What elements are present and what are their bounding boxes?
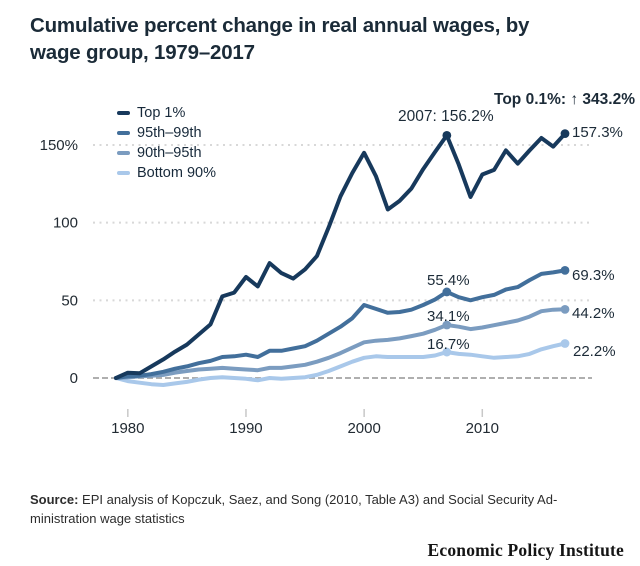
legend-swatch-icon bbox=[117, 171, 130, 175]
y-axis-label-0: 0 bbox=[70, 370, 78, 387]
chart-legend: Top 1% 95th–99th 90th–95th Bottom 90% bbox=[117, 103, 216, 183]
legend-item-95th-99th: 95th–99th bbox=[117, 123, 216, 143]
line-bottom-90 bbox=[114, 341, 567, 387]
chart-title: Cumulative percent change in real annual… bbox=[30, 14, 530, 65]
point-2017-95th-99th bbox=[560, 265, 570, 275]
point-2017-bottom-90 bbox=[560, 339, 570, 348]
source-text: EPI analysis of Kopczuk, Saez, and Song … bbox=[30, 492, 558, 526]
legend-item-top-1: Top 1% bbox=[117, 103, 216, 123]
line-top-1 bbox=[114, 131, 567, 380]
annotation-end-90th-95th: 44.2% bbox=[572, 305, 615, 322]
annotation-end-bottom-90: 22.2% bbox=[573, 343, 616, 360]
point-2007-90th-95th bbox=[442, 320, 452, 330]
x-axis-label-1980: 1980 bbox=[111, 420, 144, 437]
source-note: Source: EPI analysis of Kopczuk, Saez, a… bbox=[30, 491, 636, 528]
epi-brand-wordmark: Economic Policy Institute bbox=[427, 540, 624, 560]
annotation-end-95th-99th: 69.3% bbox=[572, 267, 615, 284]
x-axis-label-2000: 2000 bbox=[347, 420, 380, 437]
wage-change-line-chart: 150% 100 50 0 1980 1990 2000 2010 bbox=[40, 129, 592, 437]
annotation-2007-peak-top1: 2007: 156.2% bbox=[398, 108, 494, 125]
annotation-2007-bottom-90: 16.7% bbox=[427, 336, 470, 353]
legend-swatch-icon bbox=[117, 151, 130, 155]
legend-label: 90th–95th bbox=[137, 145, 202, 161]
legend-item-bottom-90: Bottom 90% bbox=[117, 163, 216, 183]
annotation-end-top1: 157.3% bbox=[572, 124, 623, 141]
line-90th-95th bbox=[114, 307, 567, 380]
point-2007-bottom-90 bbox=[442, 347, 452, 357]
y-axis-label-100: 100 bbox=[53, 215, 78, 232]
legend-swatch-icon bbox=[117, 111, 130, 115]
x-axis-label-1990: 1990 bbox=[229, 420, 262, 437]
point-2007-95th-99th bbox=[442, 287, 452, 297]
annotation-2007-90th-95th: 34.1% bbox=[427, 308, 470, 325]
y-axis-label-150: 150% bbox=[40, 137, 78, 154]
point-2017-90th-95th bbox=[560, 304, 570, 314]
annotation-2007-95th-99th: 55.4% bbox=[427, 272, 470, 289]
legend-item-90th-95th: 90th–95th bbox=[117, 143, 216, 163]
point-2017-top-1 bbox=[560, 129, 570, 139]
x-axis-label-2010: 2010 bbox=[466, 420, 499, 437]
legend-swatch-icon bbox=[117, 131, 130, 135]
point-2007-top-1 bbox=[442, 130, 452, 140]
y-axis-label-50: 50 bbox=[61, 292, 78, 309]
legend-label: 95th–99th bbox=[137, 125, 202, 141]
line-95th-99th bbox=[114, 268, 567, 380]
annotation-top-0-1-percent: Top 0.1%: ↑ 343.2% bbox=[494, 91, 635, 108]
legend-label: Bottom 90% bbox=[137, 165, 216, 181]
legend-label: Top 1% bbox=[137, 105, 186, 121]
source-label: Source: bbox=[30, 492, 79, 507]
